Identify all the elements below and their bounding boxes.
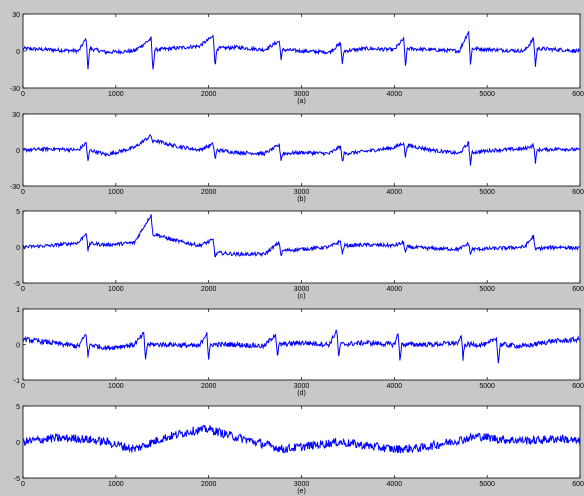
x-tick-label: 5000 — [479, 189, 495, 196]
x-tick-label: 1000 — [108, 481, 124, 488]
y-tick-label: 30 — [12, 12, 20, 19]
x-tick-label: 5000 — [479, 383, 495, 390]
x-tick-label: 5000 — [479, 286, 495, 293]
x-tick-label: 2000 — [201, 189, 217, 196]
x-tick-label: 1000 — [108, 189, 124, 196]
x-tick-label: 6000 — [572, 383, 584, 390]
y-tick-label: 30 — [12, 112, 20, 119]
series-line — [23, 424, 580, 454]
x-tick-label: 4000 — [387, 189, 403, 196]
x-tick-label: 3000 — [294, 481, 310, 488]
series-line — [23, 133, 580, 166]
plot-area — [22, 405, 581, 479]
series-line — [23, 31, 580, 70]
y-tick-label: 0 — [16, 245, 20, 252]
x-tick-label: 6000 — [572, 286, 584, 293]
x-tick-label: 3000 — [294, 91, 310, 98]
x-tick-label: 0 — [21, 91, 25, 98]
panel-label: (b) — [297, 196, 306, 203]
x-tick-label: 6000 — [572, 91, 584, 98]
y-tick-label: -5 — [14, 476, 20, 483]
x-tick-label: 2000 — [201, 481, 217, 488]
y-tick-label: 0 — [16, 343, 20, 350]
x-tick-label: 4000 — [387, 286, 403, 293]
plot-area — [22, 308, 581, 381]
x-tick-label: 3000 — [294, 383, 310, 390]
subplot-c: 010002000300040005000600050-5(c) — [14, 209, 584, 300]
y-tick-label: 5 — [16, 209, 20, 216]
panel-label: (e) — [297, 488, 306, 495]
x-tick-label: 5000 — [479, 481, 495, 488]
subplot-e: 010002000300040005000600050-5(e) — [14, 404, 584, 495]
x-tick-label: 0 — [21, 481, 25, 488]
y-tick-label: 0 — [16, 148, 20, 155]
x-tick-label: 3000 — [294, 286, 310, 293]
x-tick-label: 4000 — [387, 481, 403, 488]
x-tick-label: 0 — [21, 189, 25, 196]
x-tick-label: 0 — [21, 286, 25, 293]
x-tick-label: 2000 — [201, 383, 217, 390]
x-tick-label: 0 — [21, 383, 25, 390]
y-tick-label: 5 — [16, 404, 20, 411]
x-tick-label: 4000 — [387, 91, 403, 98]
subplot-d: 010002000300040005000600010-1(d) — [14, 307, 584, 397]
subplot-b: 0100020003000400050006000300-30(b) — [10, 112, 584, 203]
x-tick-label: 3000 — [294, 189, 310, 196]
x-tick-label: 1000 — [108, 286, 124, 293]
y-tick-label: -1 — [14, 378, 20, 385]
plot-area — [22, 210, 581, 284]
x-tick-label: 2000 — [201, 91, 217, 98]
x-tick-label: 6000 — [572, 189, 584, 196]
y-tick-label: -5 — [14, 281, 20, 288]
subplot-a: 0100020003000400050006000300-30(a) — [10, 12, 584, 105]
panel-label: (d) — [297, 390, 306, 397]
series-line — [23, 328, 580, 364]
panel-label: (a) — [297, 98, 306, 105]
x-tick-label: 5000 — [479, 91, 495, 98]
y-tick-label: -30 — [10, 86, 20, 93]
panel-label: (c) — [297, 293, 305, 300]
series-line — [23, 214, 580, 258]
y-tick-label: 1 — [16, 307, 20, 314]
y-tick-label: 0 — [16, 49, 20, 56]
x-tick-label: 1000 — [108, 91, 124, 98]
x-tick-label: 4000 — [387, 383, 403, 390]
y-tick-label: -30 — [10, 184, 20, 191]
y-tick-label: 0 — [16, 440, 20, 447]
x-tick-label: 6000 — [572, 481, 584, 488]
x-tick-label: 1000 — [108, 383, 124, 390]
x-tick-label: 2000 — [201, 286, 217, 293]
